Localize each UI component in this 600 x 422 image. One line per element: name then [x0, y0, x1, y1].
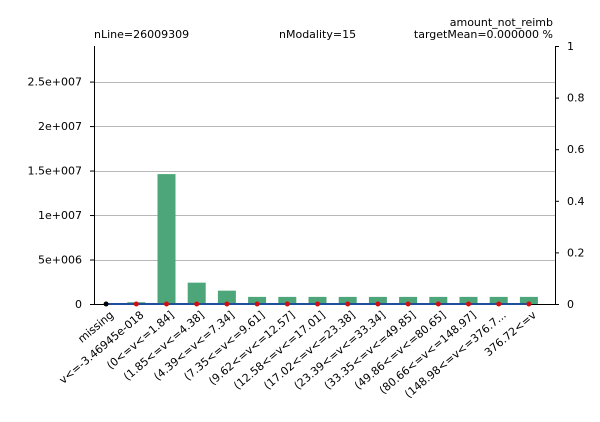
bar	[187, 282, 206, 304]
y-tick-label: 2e+007	[38, 120, 82, 133]
bar	[429, 296, 448, 304]
y2-axis-ticks: 0 0.2 0.4 0.6 0.8 1	[555, 40, 585, 311]
y-axis-ticks: 0 5e+006 1e+007 1.5e+007 2e+007 2.5e+007	[28, 76, 94, 311]
target-point	[496, 301, 502, 307]
target-point	[466, 301, 471, 307]
target-point	[315, 301, 320, 307]
y-tick-label: 2.5e+007	[28, 76, 82, 89]
chart-title: amount_not_reimb	[449, 16, 553, 29]
y2-tick-label: 0	[567, 298, 574, 311]
bar	[519, 296, 538, 304]
x-axis-ticks: missingv<=-3.46945e-018(0<=v<=1.84](1.85…	[57, 308, 540, 401]
y2-tick-label: 0.6	[567, 143, 585, 156]
target-point	[375, 301, 381, 307]
bar	[338, 296, 357, 304]
y-tick-label: 0	[75, 298, 82, 311]
y-tick-label: 5e+006	[38, 254, 82, 267]
y-tick-label: 1.5e+007	[28, 165, 82, 178]
y2-tick-label: 0.8	[567, 92, 585, 105]
y2-tick-label: 0.2	[567, 246, 585, 259]
bar	[368, 296, 387, 304]
bar	[459, 296, 478, 304]
bar	[399, 296, 418, 304]
bar	[278, 296, 297, 304]
target-point	[133, 301, 139, 307]
y2-tick-label: 1	[567, 40, 574, 53]
bars	[127, 174, 538, 304]
target-point	[435, 301, 441, 307]
y-tick-label: 1e+007	[38, 209, 82, 222]
target-point	[526, 301, 532, 307]
nmodality-label: nModality=15	[279, 28, 357, 41]
target-series	[103, 301, 532, 307]
bar	[248, 296, 267, 304]
y2-tick-label: 0.4	[567, 195, 585, 208]
bar	[489, 296, 508, 304]
target-point	[164, 301, 169, 307]
target-point	[224, 301, 230, 307]
target-point	[194, 301, 200, 307]
bar	[308, 296, 327, 304]
bar	[217, 290, 236, 304]
target-point	[345, 301, 351, 307]
target-mean-label: targetMean=0.000000 %	[413, 28, 553, 41]
nline-label: nLine=26009309	[94, 28, 190, 41]
target-point	[254, 301, 260, 307]
bar	[157, 174, 176, 304]
target-point	[405, 301, 411, 307]
target-point	[284, 301, 290, 307]
target-point	[103, 301, 109, 307]
